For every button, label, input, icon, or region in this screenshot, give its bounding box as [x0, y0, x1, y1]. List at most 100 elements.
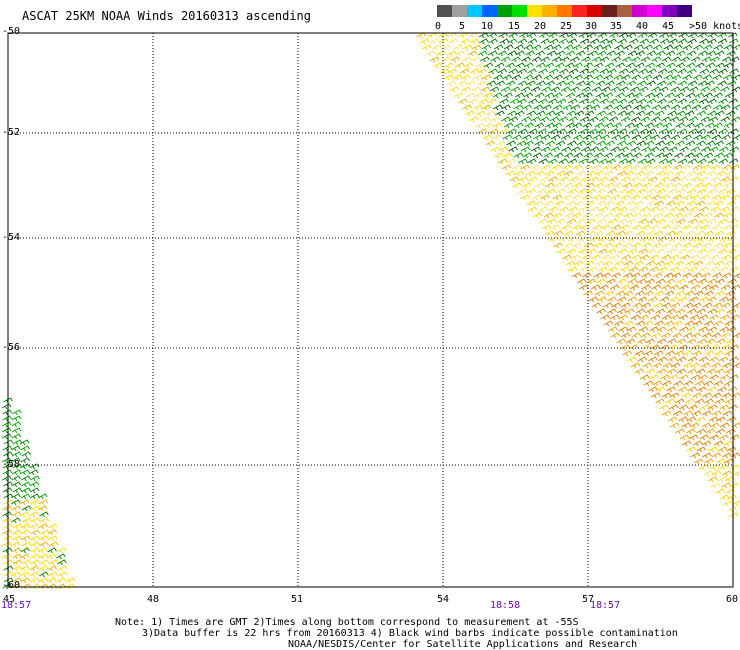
wind-barb — [648, 326, 659, 333]
wind-barb — [11, 505, 21, 512]
wind-barb — [722, 362, 732, 369]
lon-label: 54 — [437, 594, 450, 605]
note-line-1: Note: 1) Times are GMT 2)Times along bot… — [115, 617, 579, 628]
wind-barb — [534, 182, 545, 189]
wind-barb — [653, 350, 664, 357]
wind-barb — [685, 122, 695, 129]
wind-barb — [599, 68, 609, 75]
wind-barb — [603, 260, 613, 267]
colorbar-tick: 15 — [508, 21, 521, 32]
wind-barb — [656, 98, 667, 105]
wind-barb — [572, 182, 583, 189]
wind-barb — [671, 182, 682, 189]
wind-barb — [19, 511, 30, 518]
wind-barb — [722, 242, 733, 249]
wind-barb — [497, 68, 507, 75]
wind-barb — [617, 296, 627, 303]
wind-barb — [513, 122, 524, 129]
wind-barb — [644, 290, 654, 297]
wind-barb — [731, 86, 740, 93]
wind-barb — [505, 62, 516, 69]
wind-barb — [29, 487, 40, 494]
wind-barb — [681, 224, 692, 231]
wind-barb — [682, 134, 692, 141]
wind-barb — [481, 74, 492, 81]
wind-barb — [701, 56, 712, 63]
wind-barb — [512, 182, 522, 189]
wind-barb — [720, 314, 730, 321]
wind-barb — [524, 140, 534, 147]
wind-barb — [476, 80, 487, 87]
colorbar-swatch — [662, 5, 677, 17]
wind-barb — [628, 266, 639, 273]
wind-barb — [691, 332, 701, 339]
wind-barb — [633, 92, 643, 99]
wind-barb — [661, 242, 672, 249]
wind-barb — [578, 236, 588, 243]
wind-barb — [729, 68, 739, 75]
wind-barb — [614, 44, 624, 51]
wind-barb — [526, 200, 536, 207]
wind-barb — [723, 440, 734, 447]
wind-barb — [668, 404, 679, 411]
wind-barb — [702, 182, 712, 189]
wind-barb — [715, 428, 726, 435]
wind-barb — [672, 410, 683, 417]
wind-barb — [589, 68, 599, 75]
wind-barb — [726, 230, 736, 237]
wind-barb — [631, 332, 641, 339]
wind-barb — [468, 32, 478, 39]
wind-barb — [718, 146, 729, 153]
wind-barb — [21, 517, 32, 524]
wind-barb — [660, 224, 671, 231]
wind-barb — [2, 409, 13, 416]
wind-barb — [726, 50, 736, 57]
wind-barb — [721, 56, 732, 63]
wind-barb — [696, 140, 706, 147]
wind-barb — [21, 541, 32, 548]
wind-barb — [670, 362, 681, 369]
wind-barb — [726, 80, 737, 87]
wind-barb — [607, 188, 618, 195]
wind-barb — [626, 80, 637, 87]
wind-barb — [521, 116, 531, 123]
wind-barb — [515, 62, 525, 69]
wind-barb — [707, 128, 718, 135]
wind-barb — [709, 464, 720, 471]
wind-barb — [502, 152, 513, 159]
wind-barb — [682, 212, 692, 219]
wind-barb — [574, 110, 585, 117]
wind-barb — [501, 116, 511, 123]
wind-barb — [661, 314, 672, 321]
wind-barb — [683, 380, 694, 387]
wind-barb — [640, 116, 651, 123]
wind-barb — [534, 122, 545, 129]
wind-barb — [538, 158, 549, 165]
wind-barb — [582, 164, 593, 171]
wind-barb — [722, 164, 732, 171]
wind-barb — [517, 38, 528, 45]
wind-barb — [652, 74, 663, 81]
wind-barb — [473, 104, 483, 111]
wind-barb — [618, 326, 629, 333]
wind-barb — [467, 50, 478, 57]
wind-barb — [632, 302, 643, 309]
wind-barb — [535, 50, 545, 57]
wind-barb — [694, 122, 704, 129]
wind-barb — [620, 134, 631, 141]
wind-barb — [548, 32, 558, 39]
wind-barb — [697, 248, 707, 255]
wind-barb — [711, 452, 722, 459]
wind-barb — [687, 32, 698, 39]
wind-barb — [599, 116, 609, 123]
wind-barb — [670, 314, 680, 321]
wind-barb — [715, 290, 725, 297]
wind-barb — [582, 212, 593, 219]
wind-barb — [582, 134, 593, 141]
wind-barb — [669, 392, 680, 399]
wind-barb — [705, 260, 716, 267]
wind-barb — [48, 541, 59, 548]
wind-barb — [544, 122, 555, 129]
wind-barb — [699, 266, 710, 273]
wind-barb — [623, 152, 633, 159]
